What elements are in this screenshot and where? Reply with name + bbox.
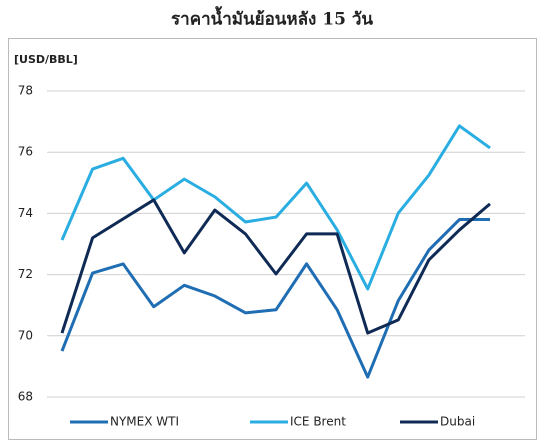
series-line [60, 124, 491, 291]
series-line [60, 198, 491, 335]
legend-label: Dubai [440, 415, 475, 429]
y-tick-label: 74 [18, 206, 33, 220]
legend-label: ICE Brent [290, 415, 346, 429]
series-line [60, 218, 490, 379]
y-tick-label: 78 [18, 84, 33, 98]
y-tick-label: 70 [18, 328, 33, 342]
y-axis-label: [USD/BBL] [14, 53, 78, 66]
y-tick-label: 68 [18, 390, 33, 404]
chart-border [8, 38, 537, 440]
y-tick-label: 72 [18, 267, 33, 281]
legend-label: NYMEX WTI [110, 415, 179, 429]
chart-title: ราคาน้ำมันย้อนหลัง 15 วัน [171, 6, 373, 30]
y-tick-label: 76 [18, 145, 33, 159]
